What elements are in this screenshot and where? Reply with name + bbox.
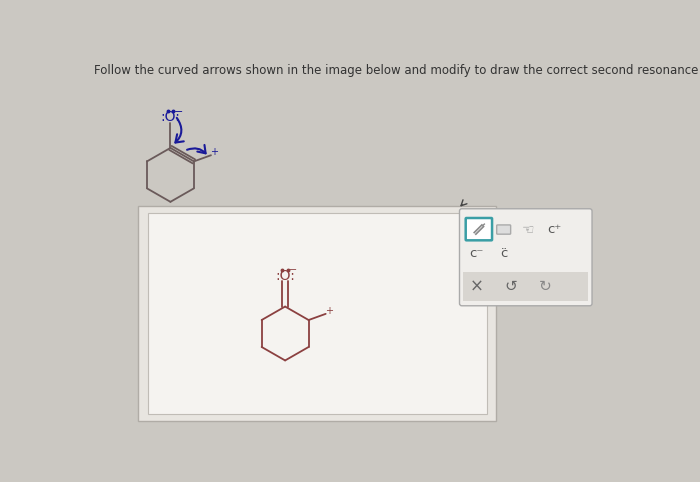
Text: −: − [289, 265, 297, 275]
Text: :O:: :O: [275, 269, 295, 283]
Bar [138, 206, 496, 420]
Bar [463, 272, 588, 301]
Text: +: + [325, 306, 332, 316]
Text: −: − [174, 107, 183, 117]
Text: c̈: c̈ [500, 247, 507, 260]
FancyBboxPatch shape [459, 209, 592, 306]
Text: +: + [210, 147, 218, 157]
Text: Follow the curved arrows shown in the image below and modify to draw the correct: Follow the curved arrows shown in the im… [94, 64, 700, 77]
Text: ☜: ☜ [522, 223, 534, 237]
Text: c⁺: c⁺ [547, 223, 561, 236]
Text: ↻: ↻ [538, 279, 551, 294]
Text: ↺: ↺ [504, 279, 517, 294]
Text: :O:: :O: [160, 110, 181, 124]
Bar [148, 214, 487, 414]
FancyArrowPatch shape [176, 118, 184, 143]
FancyArrowPatch shape [187, 145, 206, 153]
Text: ×: × [470, 278, 484, 295]
FancyBboxPatch shape [497, 225, 511, 234]
FancyBboxPatch shape [466, 218, 492, 241]
Text: c⁻: c⁻ [470, 247, 484, 260]
